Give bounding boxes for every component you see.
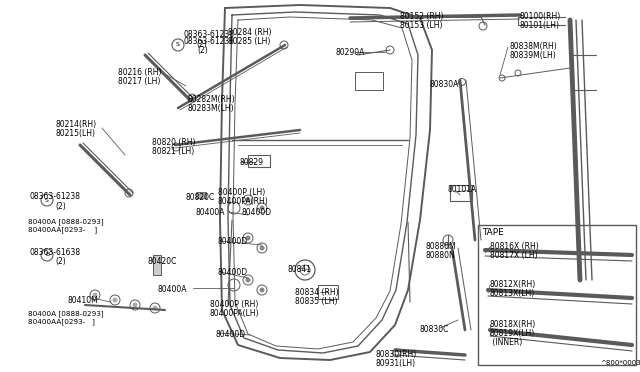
Text: 80400AA[0293-   ]: 80400AA[0293- ] [28,318,95,325]
Circle shape [93,292,97,298]
Text: 80400D: 80400D [215,330,245,339]
Bar [153,255,161,275]
Text: 80400A: 80400A [195,208,225,217]
Text: 80817X (LH): 80817X (LH) [490,251,538,260]
Text: 08363-61238: 08363-61238 [30,192,81,201]
Text: 80818X(RH): 80818X(RH) [490,320,536,329]
Text: TAPE: TAPE [482,228,504,237]
Text: 80816X (RH): 80816X (RH) [490,242,539,251]
Bar [355,72,383,90]
Circle shape [113,298,118,302]
Text: (2): (2) [55,257,66,266]
Bar [318,285,338,299]
Text: 80820 (RH): 80820 (RH) [152,138,195,147]
Text: S: S [45,198,49,202]
Text: 80283M(LH): 80283M(LH) [188,104,235,113]
Text: 80100(RH): 80100(RH) [520,12,561,21]
Text: 80152 (RH): 80152 (RH) [400,12,444,21]
Bar [248,155,270,167]
Text: S: S [176,42,180,48]
Bar [196,192,206,198]
Text: (INNER): (INNER) [490,338,522,347]
Text: 80839M(LH): 80839M(LH) [510,51,557,60]
Text: 80835 (LH): 80835 (LH) [295,297,337,306]
Text: 80285 (LH): 80285 (LH) [228,37,270,46]
Text: 80284 (RH): 80284 (RH) [228,28,271,37]
Circle shape [246,198,250,202]
Text: 80820C: 80820C [185,193,214,202]
Text: (2): (2) [55,202,66,211]
Text: 80400D: 80400D [218,268,248,277]
Text: 80101A: 80101A [448,185,477,194]
Circle shape [152,305,157,311]
Text: 80282M(RH): 80282M(RH) [188,95,236,104]
Text: 80838M(RH): 80838M(RH) [510,42,557,51]
Text: 80819X(LH): 80819X(LH) [490,329,535,338]
Text: 80215(LH): 80215(LH) [55,129,95,138]
Text: 80153 (LH): 80153 (LH) [400,21,442,30]
Text: 80880N: 80880N [425,251,455,260]
Text: 80420C: 80420C [148,257,177,266]
Text: 08363-61238: 08363-61238 [183,30,234,39]
Text: 80400A [0888-0293]: 80400A [0888-0293] [28,310,104,317]
Text: 80400PA(LH): 80400PA(LH) [210,309,260,318]
Circle shape [259,246,264,250]
Text: 80830A: 80830A [430,80,460,89]
Text: ^800*0003: ^800*0003 [600,360,640,366]
Text: 80410M: 80410M [68,296,99,305]
Text: 80829: 80829 [240,158,264,167]
Circle shape [246,235,250,241]
Text: 80400P (LH): 80400P (LH) [218,188,265,197]
Text: 08363-61238: 08363-61238 [183,37,234,46]
Text: 80217 (LH): 80217 (LH) [118,77,161,86]
Text: 80290A: 80290A [335,48,364,57]
Circle shape [132,302,138,308]
Text: 80834 (RH): 80834 (RH) [295,288,339,297]
Text: 80821 (LH): 80821 (LH) [152,147,195,156]
Text: 80812X(RH): 80812X(RH) [490,280,536,289]
Text: 80841: 80841 [287,265,311,274]
Text: B: B [45,253,49,257]
Text: 80400D: 80400D [218,237,248,246]
Text: 80400A: 80400A [158,285,188,294]
Text: (2): (2) [196,40,207,49]
Text: 80830C: 80830C [420,325,449,334]
Text: 80830(RH): 80830(RH) [375,350,416,359]
Text: 80400P (RH): 80400P (RH) [210,300,259,309]
Text: (2): (2) [197,46,208,55]
Text: 80400AA[0293-    ]: 80400AA[0293- ] [28,226,97,233]
Circle shape [259,288,264,292]
Text: 80216 (RH): 80216 (RH) [118,68,161,77]
Text: 80813X(LH): 80813X(LH) [490,289,535,298]
Text: 80101(LH): 80101(LH) [520,21,560,30]
Bar [450,185,472,201]
Circle shape [246,278,250,282]
Text: 80400A [0888-0293]: 80400A [0888-0293] [28,218,104,225]
Text: 80880M: 80880M [425,242,456,251]
Text: 80400PA(RH): 80400PA(RH) [218,197,269,206]
Text: 08363-61638: 08363-61638 [30,248,81,257]
Circle shape [259,205,264,211]
Text: 80400D: 80400D [242,208,272,217]
Text: 80931(LH): 80931(LH) [375,359,415,368]
Text: 80214(RH): 80214(RH) [55,120,96,129]
Bar [478,225,636,365]
